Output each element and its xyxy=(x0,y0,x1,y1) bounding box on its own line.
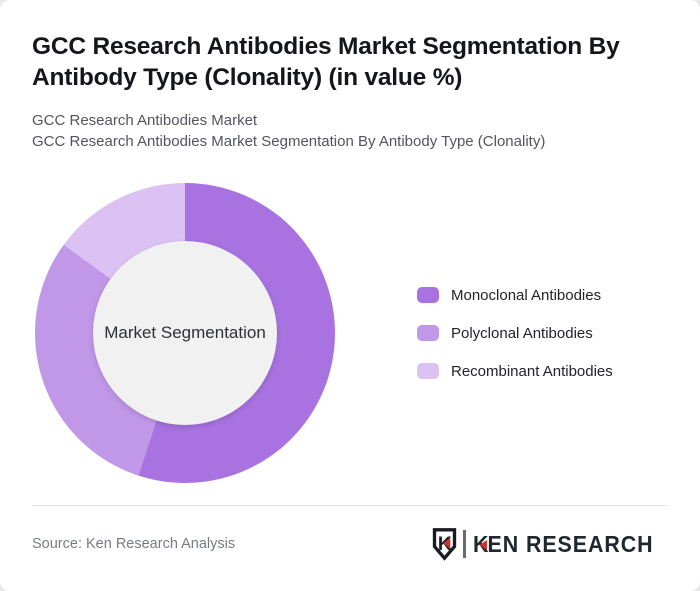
legend-item-monoclonal[interactable]: Monoclonal Antibodies xyxy=(417,286,613,304)
chart-subtitles: GCC Research Antibodies Market GCC Resea… xyxy=(32,111,668,152)
legend-swatch-monoclonal-icon xyxy=(417,287,439,303)
legend-label-monoclonal: Monoclonal Antibodies xyxy=(451,286,602,304)
ken-research-logo: K KEN RESEARCH xyxy=(432,526,667,562)
page-title: GCC Research Antibodies Market Segmentat… xyxy=(32,33,620,91)
shield-red-triangle-icon xyxy=(443,537,451,549)
donut-center-label: Market Segmentation xyxy=(104,323,266,342)
legend-swatch-polyclonal-icon xyxy=(417,325,439,341)
donut-chart[interactable]: Market Segmentation xyxy=(35,183,335,483)
legend-label-polyclonal: Polyclonal Antibodies xyxy=(451,324,593,342)
subtitle-line-2: GCC Research Antibodies Market Segmentat… xyxy=(32,132,546,150)
legend-item-recombinant[interactable]: Recombinant Antibodies xyxy=(417,362,613,380)
logo-red-triangle-icon xyxy=(479,540,487,550)
legend: Monoclonal Antibodies Polyclonal Antibod… xyxy=(417,287,613,401)
legend-item-polyclonal[interactable]: Polyclonal Antibodies xyxy=(417,324,613,342)
legend-label-recombinant: Recombinant Antibodies xyxy=(451,362,613,380)
legend-swatch-recombinant-icon xyxy=(417,363,439,379)
donut-center: Market Segmentation xyxy=(93,241,277,425)
source-text: Source: Ken Research Analysis xyxy=(32,536,236,552)
logo-text: K EN RESEARCH xyxy=(473,531,653,558)
logo-shield-icon: K xyxy=(433,528,457,561)
subtitle-line-1: GCC Research Antibodies Market xyxy=(32,112,258,129)
footer-divider xyxy=(32,505,668,506)
logo-divider xyxy=(463,530,466,558)
logo-text-rest: EN RESEARCH xyxy=(487,530,654,557)
